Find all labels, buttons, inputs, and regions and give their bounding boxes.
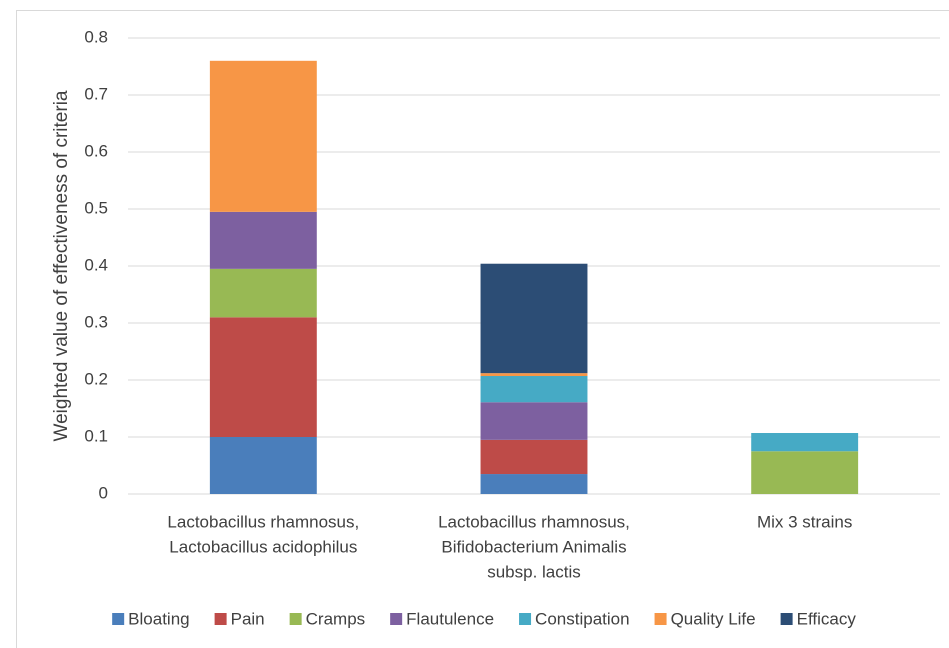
x-tick-label: Lactobacillus rhamnosus, — [438, 512, 630, 531]
y-tick-label: 0.6 — [84, 141, 108, 160]
x-tick-label: Lactobacillus acidophilus — [169, 537, 357, 556]
legend-label: Constipation — [535, 609, 630, 628]
legend-label: Cramps — [306, 609, 366, 628]
legend-label: Bloating — [128, 609, 189, 628]
bar-segment — [209, 60, 317, 212]
bar-segment — [209, 437, 317, 494]
y-tick-label: 0.5 — [84, 198, 108, 217]
bar-segment — [480, 263, 588, 374]
y-tick-label: 0.8 — [84, 27, 108, 46]
bar-segment — [480, 474, 588, 494]
legend-label: Pain — [231, 609, 265, 628]
bar-segment — [480, 439, 588, 475]
y-tick-label: 0.2 — [84, 369, 108, 388]
bar-segment — [209, 317, 317, 437]
bar-segment — [751, 451, 859, 494]
legend-swatch — [654, 613, 667, 625]
y-tick-label: 0.1 — [84, 426, 108, 445]
y-tick-label: 0.3 — [84, 312, 108, 331]
legend-swatch — [112, 613, 125, 625]
bar-segment — [209, 211, 317, 269]
x-tick-label: Mix 3 strains — [757, 512, 852, 531]
legend-swatch — [780, 613, 793, 625]
legend-label: Efficacy — [797, 609, 857, 628]
x-tick-label: subsp. lactis — [487, 562, 581, 581]
legend-label: Quality Life — [671, 609, 756, 628]
legend-label: Flautulence — [406, 609, 494, 628]
x-tick-label: Bifidobacterium Animalis — [441, 537, 626, 556]
bar-segment — [480, 373, 588, 377]
bar-segment — [480, 376, 588, 403]
legend-swatch — [214, 613, 227, 625]
y-tick-label: 0 — [99, 483, 108, 502]
y-tick-label: 0.4 — [84, 255, 108, 274]
bar-segment — [751, 433, 859, 452]
legend-swatch — [519, 613, 532, 625]
x-tick-label: Lactobacillus rhamnosus, — [167, 512, 359, 531]
legend-swatch — [289, 613, 302, 625]
legend-swatch — [390, 613, 403, 625]
bar-segment — [209, 268, 317, 318]
y-axis-label: Weighted value of effectiveness of crite… — [51, 90, 72, 441]
bar-segment — [480, 402, 588, 440]
y-tick-label: 0.7 — [84, 84, 108, 103]
